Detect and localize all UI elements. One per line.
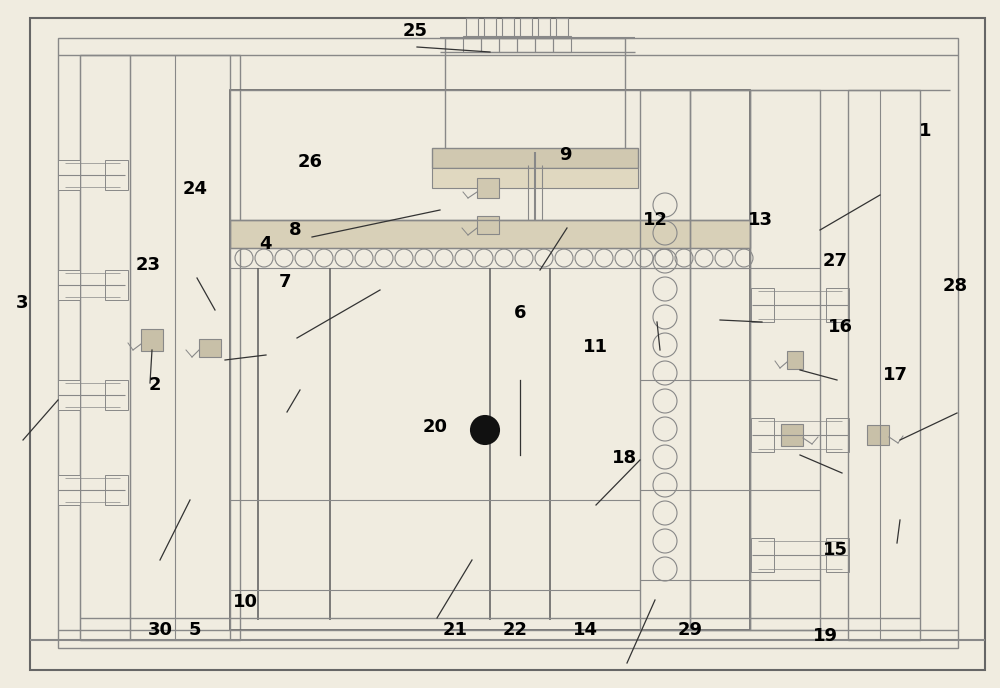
Text: 13: 13 [748,211,772,229]
Text: 26: 26 [298,153,322,171]
Text: 23: 23 [136,256,160,274]
Text: 12: 12 [642,211,668,229]
Polygon shape [781,424,803,446]
Polygon shape [58,160,80,190]
Text: 17: 17 [883,366,908,384]
Polygon shape [787,351,803,369]
Text: 21: 21 [442,621,468,638]
Text: 22: 22 [503,621,528,638]
Text: 8: 8 [289,222,301,239]
Text: 25: 25 [402,22,428,40]
Text: 7: 7 [279,273,291,291]
Polygon shape [199,339,221,357]
Text: 27: 27 [822,252,848,270]
Text: 6: 6 [514,304,526,322]
Polygon shape [141,329,163,351]
Text: 9: 9 [559,146,571,164]
Polygon shape [751,288,774,322]
Polygon shape [58,475,80,505]
Text: 3: 3 [16,294,28,312]
Text: 4: 4 [259,235,271,253]
Polygon shape [751,418,774,452]
Text: 28: 28 [942,277,968,294]
Text: 30: 30 [148,621,173,638]
Polygon shape [105,475,128,505]
Polygon shape [432,148,638,168]
Polygon shape [826,538,849,572]
Text: 1: 1 [919,122,931,140]
Polygon shape [432,168,638,188]
Text: 24: 24 [182,180,208,198]
Polygon shape [105,160,128,190]
Text: 18: 18 [612,449,638,466]
Polygon shape [477,178,499,198]
Polygon shape [826,418,849,452]
Polygon shape [751,538,774,572]
Text: 15: 15 [822,541,848,559]
Text: 20: 20 [422,418,448,436]
Text: 5: 5 [189,621,201,638]
Polygon shape [230,220,750,248]
Text: 11: 11 [582,338,608,356]
Text: 14: 14 [572,621,598,638]
Polygon shape [58,380,80,410]
Polygon shape [867,425,889,445]
Polygon shape [105,270,128,300]
Polygon shape [477,216,499,234]
Polygon shape [105,380,128,410]
Polygon shape [826,288,849,322]
Text: 10: 10 [232,593,258,611]
Text: 19: 19 [812,627,838,645]
Circle shape [471,416,499,444]
Text: 16: 16 [828,318,852,336]
Polygon shape [58,270,80,300]
Text: 2: 2 [149,376,161,394]
Text: 29: 29 [678,621,702,638]
